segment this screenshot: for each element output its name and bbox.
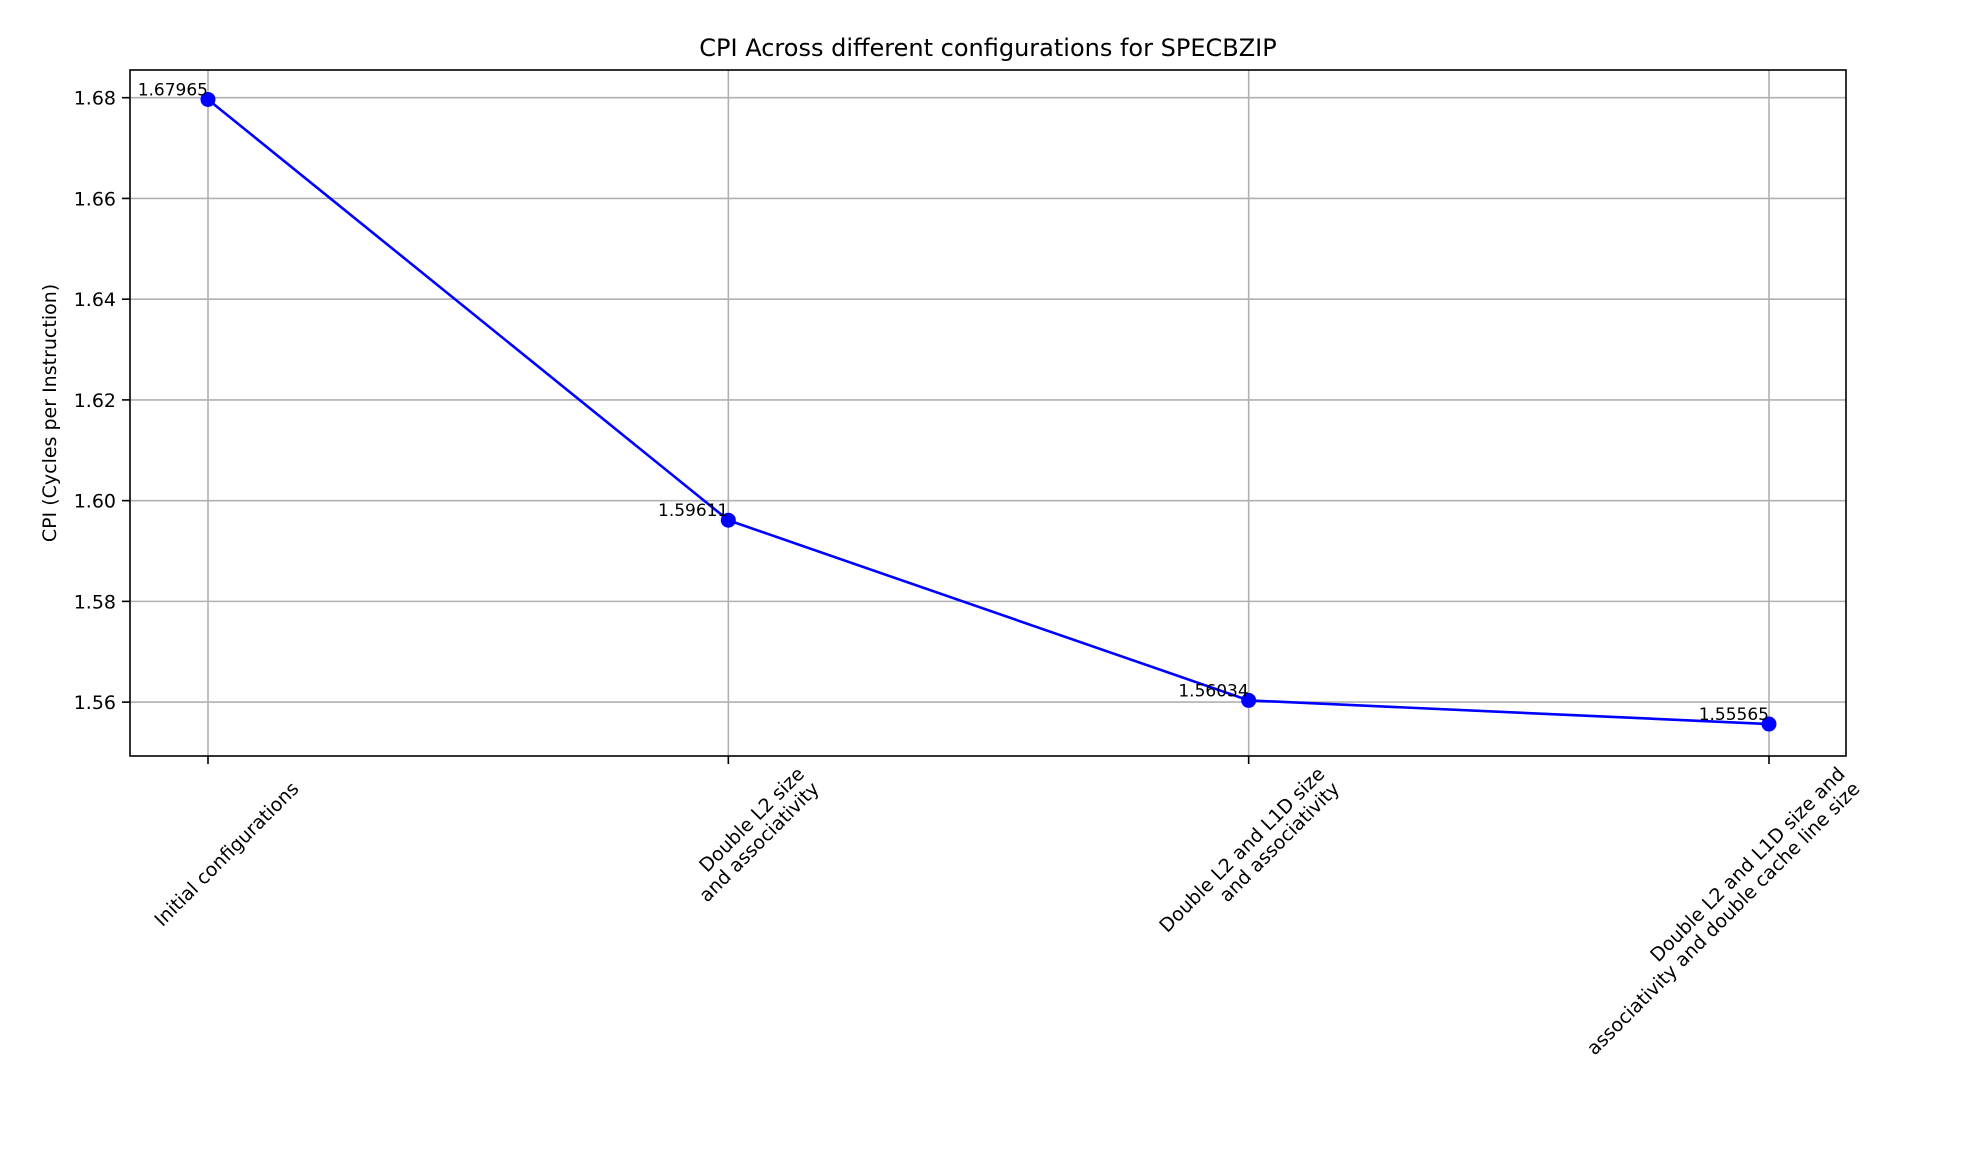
- series-line: [207, 98, 1770, 726]
- axes-frame: [129, 69, 1847, 757]
- y-tick-label: 1.62: [74, 390, 116, 412]
- data-value-label: 1.59611: [658, 501, 728, 521]
- grid: [130, 70, 1846, 756]
- y-tick-label: 1.64: [74, 289, 116, 311]
- y-tick-label: 1.58: [74, 591, 116, 613]
- data-point-marker: [1241, 692, 1257, 708]
- y-tick-labels: 1.56 1.58 1.60 1.62 1.64 1.66 1.68: [74, 88, 116, 714]
- data-value-label: 1.56034: [1178, 681, 1248, 701]
- y-tick-label: 1.60: [74, 491, 116, 513]
- chart-title: CPI Across different configurations for …: [699, 34, 1276, 62]
- y-tick-label: 1.68: [74, 88, 116, 110]
- data-point-marker: [1761, 716, 1777, 732]
- y-tick-label: 1.66: [74, 188, 116, 210]
- tick-marks: [122, 96, 1770, 764]
- data-point-marker: [720, 512, 736, 528]
- y-axis-label: CPI (Cycles per Instruction): [39, 284, 61, 542]
- data-markers: [200, 91, 1777, 732]
- data-value-label: 1.67965: [138, 80, 208, 100]
- y-tick-label: 1.56: [74, 692, 116, 714]
- series-line-group: [207, 98, 1770, 726]
- data-value-label: 1.55565: [1699, 705, 1769, 725]
- data-point-marker: [200, 91, 216, 107]
- data-labels: 1.67965 1.59611 1.56034 1.55565: [138, 80, 1769, 725]
